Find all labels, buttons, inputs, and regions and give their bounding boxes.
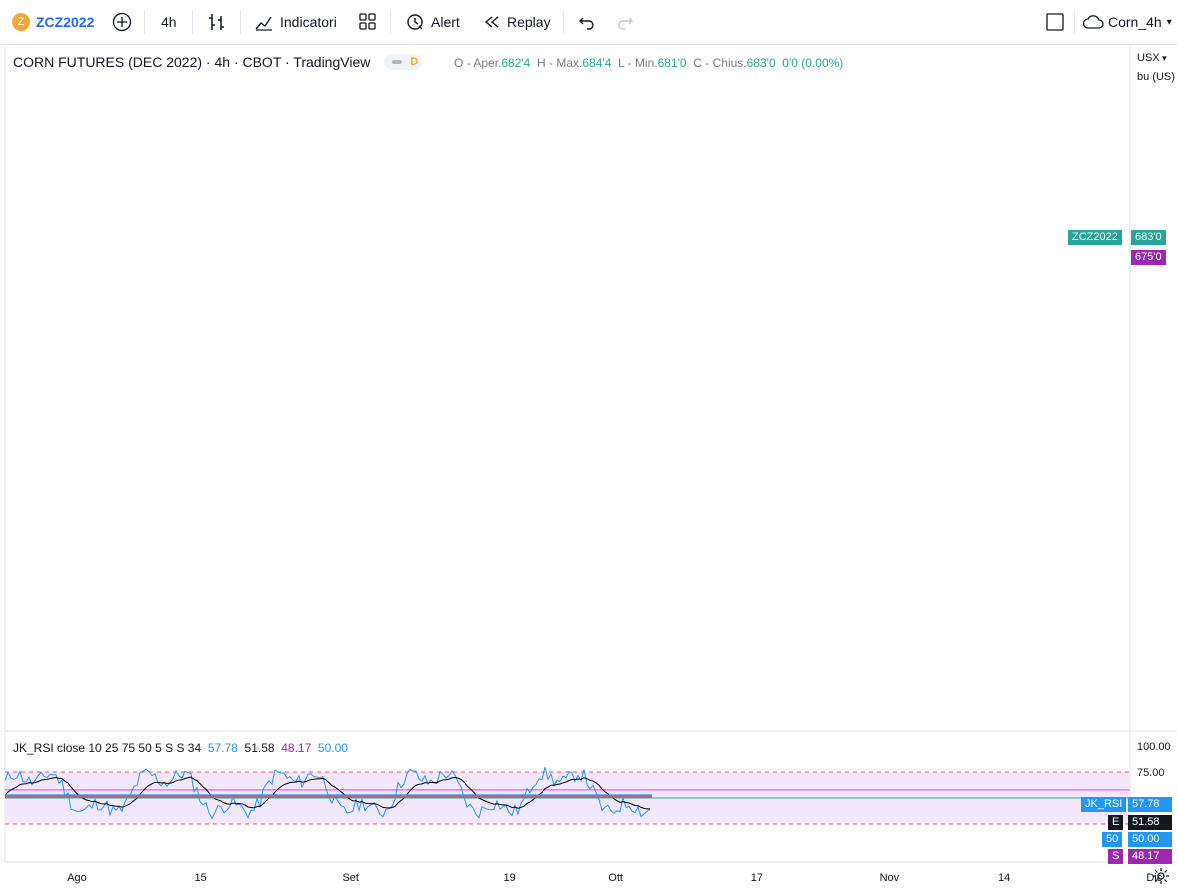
indicators-button[interactable]: Indicatori (254, 0, 337, 44)
symbol-search-button[interactable]: Z ZCZ2022 (12, 0, 94, 44)
axes: 740'0720'0700'0680'0660'0640'0620'0600'0… (67, 741, 1171, 884)
replay-label: Replay (507, 14, 551, 30)
time-tick-label: Ott (608, 872, 623, 884)
bars-icon (209, 14, 224, 30)
change-value: 0'0 (0.00%) (782, 56, 844, 70)
rsi-value-3: 48.17 (281, 741, 312, 755)
low-value: 681'0 (657, 56, 687, 70)
time-tick-label: Ago (67, 872, 87, 884)
chart-title: CORN FUTURES (DEC 2022) · 4h · CBOT · Tr… (13, 54, 371, 70)
time-tick-label: Nov (880, 872, 900, 884)
rsi-panel (4, 766, 1130, 825)
gear-icon (1153, 868, 1169, 884)
currency-select[interactable]: USX ▾ (1137, 52, 1167, 64)
rsi-value-2: 51.58 (244, 741, 275, 755)
rsi-value-4: 50.00 (317, 741, 348, 755)
rsi-badge-50: 50 (1102, 832, 1123, 847)
rewind-icon (484, 16, 499, 28)
rsi-badge-s: S (1108, 849, 1124, 864)
symbol-price-badge: ZCZ2022 (1068, 230, 1122, 245)
undo-icon (579, 17, 594, 30)
time-tick-label: 17 (751, 872, 763, 884)
unit-label: bu (US) (1137, 71, 1175, 83)
rsi-fast-line (4, 766, 651, 820)
rsi-badge-e: E (1108, 815, 1124, 830)
rsi-badge-50-value: 50.00 (1128, 832, 1172, 847)
line-price-badge: 675'0 (1131, 250, 1166, 265)
high-label: H - Max. (537, 56, 583, 70)
grid-icon (359, 13, 376, 30)
rsi-tick-label: 75.00 (1137, 767, 1165, 779)
close-label: C - Chius. (693, 56, 747, 70)
chart-legend: CORN FUTURES (DEC 2022) · 4h · CBOT · Tr… (13, 54, 423, 70)
data-status-pill[interactable]: D (384, 54, 423, 70)
rsi-tick-label: 100.00 (1137, 741, 1171, 753)
chart-grid (4, 46, 1177, 863)
square-icon (1046, 13, 1064, 31)
plus-circle-icon (112, 12, 132, 32)
rsi-value-1: 57.78 (207, 741, 238, 755)
layout-name: Corn_4h (1108, 14, 1162, 30)
indicators-label: Indicatori (280, 14, 337, 30)
layout-templates-button[interactable] (359, 0, 377, 44)
top-toolbar: Z ZCZ2022 4h Indicatori Alert Replay Cor… (0, 0, 1177, 45)
rsi-slow-line (4, 776, 651, 810)
rsi-badge-jk-value: 57.78 (1128, 797, 1172, 812)
save-layout-button[interactable]: Corn_4h ▾ (1082, 0, 1172, 44)
ohlc-values: O - Aper.682'4 H - Max.684'4 L - Min.681… (454, 56, 843, 70)
time-tick-label: 15 (194, 872, 206, 884)
chart-settings-button[interactable] (1152, 867, 1170, 890)
add-symbol-button[interactable] (112, 0, 132, 44)
rsi-badge-jk: JK_RSI (1081, 797, 1127, 812)
rsi-legend: JK_RSI close 10 25 75 50 5 S S 34 57.78 … (13, 741, 348, 755)
cloud-icon (1082, 15, 1104, 29)
redo-icon (618, 17, 633, 30)
dot-icon (392, 60, 403, 64)
symbol-name: ZCZ2022 (36, 14, 95, 30)
time-tick-label: Set (342, 872, 359, 884)
chart-type-button[interactable] (208, 0, 226, 44)
layout-select-button[interactable] (1046, 0, 1064, 44)
symbol-logo-icon: Z (12, 13, 30, 31)
last-price-badge: 683'0 (1131, 230, 1166, 245)
replay-button[interactable]: Replay (483, 0, 551, 44)
low-label: L - Min. (618, 56, 658, 70)
rsi-badge-s-value: 48.17 (1128, 849, 1172, 864)
open-label: O - Aper. (454, 56, 502, 70)
interval-button[interactable]: 4h (161, 14, 177, 30)
high-value: 684'4 (582, 56, 612, 70)
alert-button[interactable]: Alert (405, 0, 460, 44)
undo-button[interactable] (578, 0, 596, 44)
open-value: 682'4 (501, 56, 531, 70)
delay-badge: D (410, 56, 419, 68)
currency-label: USX (1137, 52, 1160, 64)
close-value: 683'0 (746, 56, 776, 70)
rsi-params: close 10 25 75 50 5 S S 34 (57, 741, 202, 755)
time-tick-label: 19 (504, 872, 516, 884)
chevron-down-icon: ▾ (1159, 53, 1167, 63)
time-tick-label: 14 (998, 872, 1010, 884)
rsi-badge-e-value: 51.58 (1128, 815, 1172, 830)
alert-label: Alert (431, 14, 460, 30)
indicators-icon (255, 16, 272, 31)
alarm-clock-icon (407, 14, 423, 30)
chevron-down-icon: ▾ (1166, 16, 1172, 28)
redo-button[interactable] (616, 0, 634, 44)
rsi-name: JK_RSI (13, 741, 54, 755)
